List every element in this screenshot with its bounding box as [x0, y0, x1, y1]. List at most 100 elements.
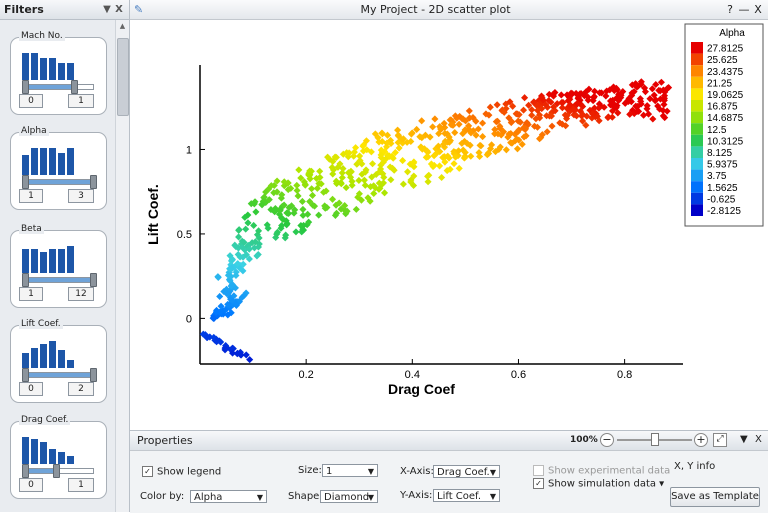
slider-min-handle[interactable]	[22, 273, 29, 287]
filter-range-slider[interactable]	[22, 368, 97, 382]
data-point	[452, 153, 460, 161]
checkbox-icon[interactable]: ✓	[533, 478, 544, 489]
y-axis-value: Lift Coef.	[437, 491, 482, 502]
data-point	[597, 89, 606, 97]
shape-select[interactable]: Diamond ▼	[320, 490, 378, 503]
properties-close-icon[interactable]: X	[755, 434, 762, 445]
filter-histogram	[22, 338, 92, 368]
scatter-plot-area[interactable]: 0.2 0.4 0.6 0.8 0 0.5 1 Drag Coef Lift Coef. Alph…	[130, 20, 768, 429]
data-point	[447, 116, 455, 124]
zoom-level: 100%	[570, 435, 598, 445]
data-point	[493, 117, 502, 125]
filter-title: Alpha	[19, 126, 49, 136]
show-experimental-checkbox[interactable]: Show experimental data	[533, 465, 670, 477]
data-point	[291, 206, 299, 214]
help-button[interactable]: ?	[727, 3, 733, 16]
x-axis-label: X-Axis:	[400, 466, 434, 477]
data-point	[505, 114, 513, 122]
data-point	[342, 184, 350, 192]
data-point	[258, 201, 266, 209]
data-point	[271, 206, 279, 215]
filter-max-value[interactable]: 12	[68, 287, 94, 301]
filter-range-slider[interactable]	[22, 80, 94, 94]
color-legend-swatch	[691, 169, 703, 182]
filter-max-value[interactable]: 2	[68, 382, 94, 396]
data-point	[220, 287, 228, 296]
data-point	[558, 104, 566, 112]
data-point	[294, 192, 302, 200]
scroll-up-icon[interactable]: ▲	[119, 22, 126, 30]
filter-range-slider[interactable]	[22, 175, 97, 189]
data-point	[348, 181, 356, 189]
filters-header: Filters ▼ X	[0, 0, 129, 20]
slider-min-handle[interactable]	[22, 464, 29, 478]
slider-min-handle[interactable]	[22, 175, 29, 189]
x-axis-select[interactable]: Drag Coef. ▼	[433, 465, 500, 478]
show-legend-label: Show legend	[157, 466, 222, 478]
checkbox-icon[interactable]: ✓	[142, 466, 153, 477]
size-select[interactable]: 1 ▼	[322, 464, 378, 477]
show-simulation-checkbox[interactable]: ✓ Show simulation data ▾	[533, 478, 664, 490]
pin-icon[interactable]: ✎	[134, 3, 144, 16]
histogram-bar	[67, 148, 74, 175]
data-point	[250, 221, 258, 229]
show-legend-checkbox[interactable]: ✓ Show legend	[142, 466, 221, 478]
slider-max-handle[interactable]	[70, 80, 78, 94]
minimize-button[interactable]: —	[738, 3, 750, 16]
filters-menu-icon[interactable]: ▼	[103, 4, 111, 15]
histogram-bar	[22, 155, 29, 175]
color-by-select[interactable]: Alpha ▼	[190, 490, 267, 503]
save-as-template-button[interactable]: Save as Template	[670, 487, 760, 507]
scroll-thumb[interactable]	[117, 38, 129, 116]
filter-max-value[interactable]: 3	[68, 189, 94, 203]
data-point	[434, 142, 442, 150]
filter-min-value[interactable]: 0	[19, 382, 43, 396]
data-point	[352, 144, 360, 152]
data-point	[265, 196, 273, 204]
slider-max-handle[interactable]	[90, 273, 97, 287]
filter-min-value[interactable]: 0	[19, 94, 43, 108]
filter-min-value[interactable]: 1	[19, 287, 43, 301]
slider-max-handle[interactable]	[90, 175, 97, 189]
fit-to-window-icon[interactable]: ⤢	[713, 433, 727, 447]
data-point	[505, 130, 513, 138]
filters-scrollbar[interactable]: ▲	[115, 20, 129, 512]
data-point	[250, 200, 258, 208]
filter-drag-coef: Drag Coef. 0 1	[10, 415, 107, 499]
slider-max-handle[interactable]	[90, 368, 97, 382]
data-point	[305, 172, 313, 180]
data-point	[528, 111, 536, 119]
data-point	[362, 137, 370, 145]
histogram-bar	[49, 249, 56, 273]
data-point	[549, 90, 557, 98]
data-point	[232, 300, 240, 308]
data-point	[358, 160, 366, 168]
filters-close-icon[interactable]: X	[115, 4, 123, 15]
data-point	[399, 180, 407, 188]
filter-range-slider[interactable]	[22, 273, 97, 287]
filter-max-value[interactable]: 1	[68, 94, 94, 108]
zoom-in-icon[interactable]: +	[694, 433, 708, 447]
close-button[interactable]: X	[754, 3, 762, 16]
filter-min-value[interactable]: 0	[19, 478, 43, 492]
y-axis-select[interactable]: Lift Coef. ▼	[433, 489, 500, 502]
data-point	[521, 94, 529, 102]
zoom-slider-knob[interactable]	[651, 433, 659, 446]
checkbox-icon[interactable]	[533, 465, 544, 476]
zoom-out-icon[interactable]: −	[600, 433, 614, 447]
filter-max-value[interactable]: 1	[68, 478, 94, 492]
x-tick-label: 0.2	[299, 369, 314, 381]
slider-min-handle[interactable]	[22, 80, 29, 94]
data-point	[273, 177, 281, 185]
data-point	[337, 180, 345, 188]
slider-max-handle[interactable]	[52, 464, 60, 478]
filter-range-slider[interactable]	[22, 464, 94, 478]
scatter-plot[interactable]: 0.2 0.4 0.6 0.8 0 0.5 1 Drag Coef Lift Coef. Alph…	[130, 20, 768, 429]
data-point	[212, 337, 220, 345]
slider-min-handle[interactable]	[22, 368, 29, 382]
data-point	[273, 228, 281, 236]
data-point	[459, 130, 467, 138]
data-point	[251, 238, 259, 246]
filter-min-value[interactable]: 1	[19, 189, 43, 203]
properties-menu-icon[interactable]: ▼	[740, 434, 748, 445]
